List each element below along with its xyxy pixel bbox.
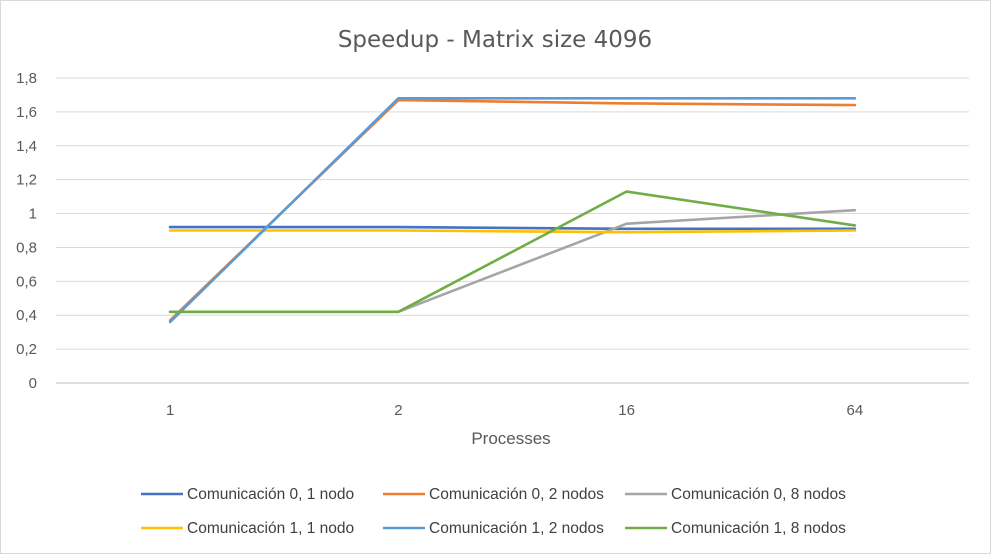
y-tick-label: 0,2 — [16, 341, 37, 358]
legend-label: Comunicación 0, 1 nodo — [187, 486, 354, 503]
y-tick-label: 0 — [29, 375, 37, 392]
series-line-3 — [168, 208, 857, 314]
series-lines — [168, 97, 857, 324]
x-axis-ticks: 1 2 16 64 — [166, 402, 863, 419]
x-axis-label: Processes — [471, 429, 550, 448]
legend: Comunicación 0, 1 nodo Comunicación 0, 2 … — [141, 486, 846, 537]
y-tick-label: 1,6 — [16, 104, 37, 121]
x-tick-label: 1 — [166, 402, 174, 419]
y-tick-label: 1,8 — [16, 70, 37, 87]
y-axis-ticks: 0 0,2 0,4 0,6 0,8 1 1,2 1,4 1,6 1,8 — [16, 70, 37, 392]
y-tick-label: 0,8 — [16, 239, 37, 256]
legend-label: Comunicación 0, 2 nodos — [429, 486, 604, 503]
x-tick-label: 64 — [847, 402, 864, 419]
y-tick-label: 0,6 — [16, 273, 37, 290]
series-line-5 — [168, 97, 857, 324]
legend-label: Comunicación 1, 1 nodo — [187, 520, 354, 537]
gridlines — [56, 77, 969, 384]
y-tick-label: 0,4 — [16, 307, 37, 324]
x-tick-label: 2 — [394, 402, 402, 419]
chart-title: Speedup - Matrix size 4096 — [338, 27, 652, 53]
legend-label: Comunicación 1, 2 nodos — [429, 520, 604, 537]
series-line-1 — [168, 225, 857, 231]
legend-label: Comunicación 0, 8 nodos — [671, 486, 846, 503]
y-tick-label: 1 — [29, 206, 37, 223]
x-tick-label: 16 — [618, 402, 635, 419]
series-line-6 — [168, 190, 857, 314]
series-line-4 — [168, 229, 857, 234]
y-tick-label: 1,4 — [16, 138, 37, 155]
legend-label: Comunicación 1, 8 nodos — [671, 520, 846, 537]
y-tick-label: 1,2 — [16, 172, 37, 189]
